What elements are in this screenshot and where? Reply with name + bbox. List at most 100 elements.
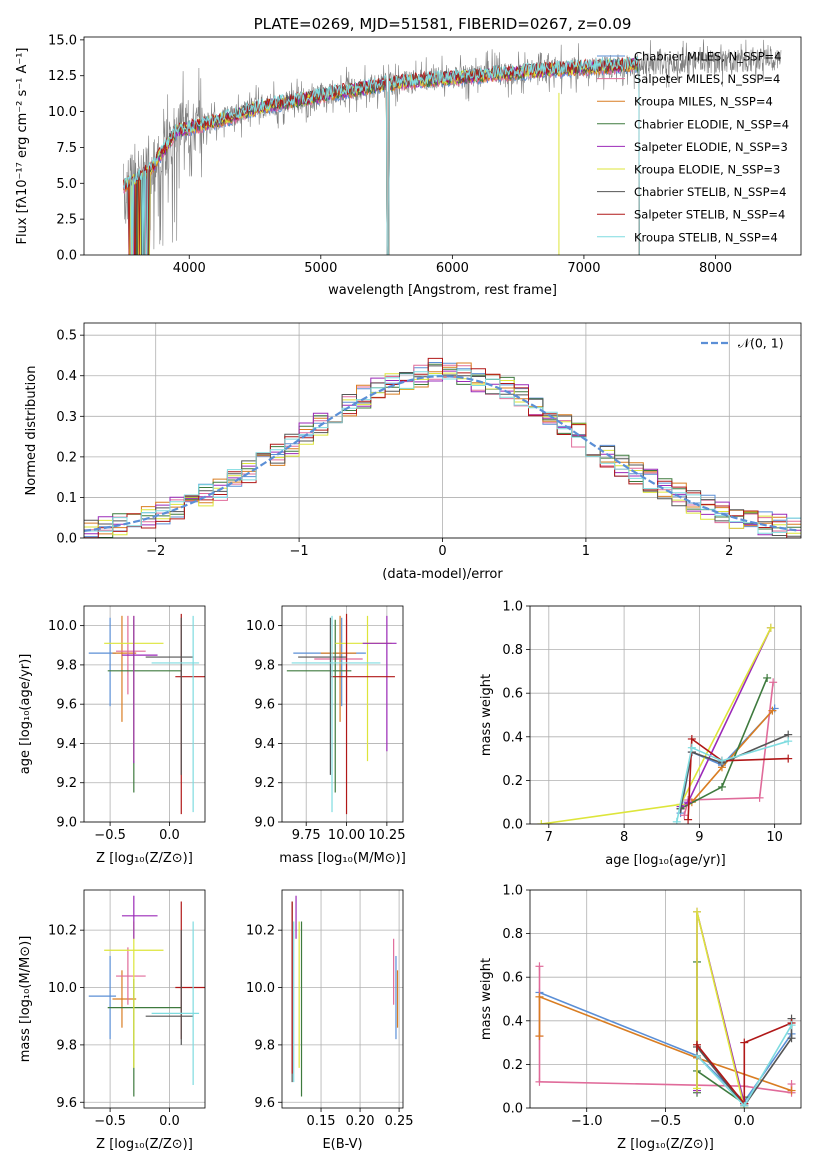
y-tick-label: 0.2 (502, 1058, 523, 1073)
weight-marker (687, 743, 696, 752)
y-tick-label: 9.8 (254, 658, 275, 673)
x-tick-label: 5000 (304, 261, 337, 276)
x-tick-label: 2 (725, 544, 733, 559)
weight-marker (537, 820, 546, 824)
point-6 (175, 901, 205, 1040)
y-tick-label: 0.4 (56, 369, 77, 384)
weight-line-7 (687, 737, 789, 820)
x-tick-label: 6000 (436, 261, 469, 276)
point-6 (175, 613, 205, 815)
weight-marker (687, 734, 696, 743)
weight-marker (693, 1051, 702, 1060)
mass-vs-Z-panel: −0.5 0.0 9.6 9.8 10.0 10.2 Z [log₁₀(Z/Z⊙)] mass… (18, 889, 206, 1152)
weight-marker (693, 907, 702, 916)
chart-title: PLATE=0269, MJD=51581, FIBERID=0267, z=0… (254, 15, 632, 33)
point-7 (145, 930, 194, 1045)
y-tick-label: 0.4 (502, 730, 523, 745)
y-axis-label: mass weight (479, 958, 494, 1040)
weight-marker (787, 1086, 796, 1095)
y-tick-label: 2.5 (56, 213, 77, 228)
point-0 (88, 955, 117, 1040)
y-tick-label: 10.0 (246, 981, 275, 996)
x-axis-label: Z [log₁₀(Z/Z⊙)] (617, 1137, 714, 1152)
age-vs-mass-plot-area (286, 613, 397, 815)
spectrum-plot-area (123, 39, 782, 255)
weight-line-6 (679, 733, 789, 809)
weight-marker (784, 737, 793, 746)
y-tick-label: 0.4 (502, 1014, 523, 1029)
x-tick-label: 8 (620, 830, 628, 845)
y-tick-label: 9.2 (56, 776, 77, 791)
y-tick-label: 9.6 (56, 1096, 77, 1111)
y-tick-label: 9.6 (254, 698, 275, 713)
x-tick-label: 1 (582, 544, 590, 559)
legend-label: Chabrier STELIB, N_SSP=4 (634, 185, 786, 199)
y-tick-label: 0.2 (502, 774, 523, 789)
y-tick-label: 10.0 (48, 105, 77, 120)
x-axis-label: (data-model)/error (382, 567, 503, 582)
weight-marker (684, 815, 693, 824)
point-1 (112, 970, 137, 1028)
point-0 (293, 617, 366, 707)
weight-line-3 (696, 961, 746, 1106)
point-4 (335, 615, 392, 762)
x-tick-label: 8000 (699, 261, 732, 276)
x-tick-label: −0.5 (94, 1114, 126, 1129)
x-axis-label: mass [log₁₀(M/M⊙)] (279, 851, 406, 866)
x-tick-label: −2 (146, 544, 165, 559)
x-tick-label: 10.25 (368, 828, 405, 843)
y-axis-label: Flux [fλ10⁻¹⁷ erg cm⁻² s⁻¹ A⁻¹] (15, 48, 30, 245)
axes-frame (83, 889, 206, 1109)
weight-marker (769, 678, 778, 687)
x-tick-label: 9 (695, 830, 703, 845)
legend-label: 𝒩(0, 1) (738, 336, 784, 351)
y-tick-label: 10.0 (48, 619, 77, 634)
x-tick-label: 10 (766, 830, 783, 845)
y-tick-label: 9.6 (56, 698, 77, 713)
point-2 (314, 619, 363, 703)
axes-frame (83, 322, 802, 539)
x-axis-label: wavelength [Angstrom, rest frame] (328, 283, 557, 298)
weight-marker (717, 756, 726, 765)
weight-marker (535, 992, 544, 1001)
model-line-8 (123, 56, 640, 255)
y-tick-label: 10.0 (246, 619, 275, 634)
axes-frame (529, 889, 802, 1109)
weight-marker (672, 817, 681, 824)
x-tick-label: 9.75 (292, 828, 321, 843)
weight-marker (693, 1084, 702, 1093)
y-tick-label: 10.2 (48, 924, 77, 939)
legend-label: Chabrier ELODIE, N_SSP=4 (634, 117, 789, 131)
x-tick-label: −0.5 (650, 1114, 682, 1129)
point-2 (116, 947, 146, 1005)
y-tick-label: 0.3 (56, 410, 77, 425)
weight-line-0 (539, 991, 793, 1103)
y-axis-label: age [log₁₀(age/yr)] (18, 654, 33, 775)
weight-marker (693, 1040, 702, 1049)
spectrum-panel: 4000 5000 6000 7000 8000 0.0 2.5 5.0 7.5 10.0 12.5… (15, 15, 802, 298)
mass-vs-Z-plot-area (88, 895, 205, 1097)
axes-frame (281, 605, 404, 823)
point-3 (107, 978, 182, 1097)
point-3 (107, 619, 182, 793)
y-tick-label: 9.8 (254, 1038, 275, 1053)
weight-marker (768, 706, 777, 715)
legend-label: Salpeter MILES, N_SSP=4 (634, 72, 780, 86)
weight-marker (755, 793, 764, 802)
weight-vs-age-panel: 7 8 9 10 0.0 0.2 0.4 0.6 0.8 1.0 age [log₁₀(age/yr… (479, 600, 802, 868)
weight-marker (766, 623, 775, 632)
weight-line-8 (676, 740, 789, 822)
y-tick-label: 0.1 (56, 491, 77, 506)
age-vs-mass-panel: 9.75 10.00 10.25 9.0 9.2 9.4 9.6 9.8 10.0 mass [l… (246, 605, 406, 866)
point-7 (298, 617, 347, 775)
axes-frame (281, 889, 404, 1109)
y-tick-label: 9.0 (56, 816, 77, 831)
point-1 (320, 615, 357, 722)
legend-label: Chabrier MILES, N_SSP=4 (634, 50, 781, 64)
y-tick-label: 7.5 (56, 141, 77, 156)
weight-marker (535, 1032, 544, 1041)
weight-vs-Z-plot-area (535, 907, 796, 1108)
point-8 (291, 615, 381, 813)
weight-marker (717, 782, 726, 791)
legend-label: Kroupa MILES, N_SSP=4 (634, 95, 773, 109)
